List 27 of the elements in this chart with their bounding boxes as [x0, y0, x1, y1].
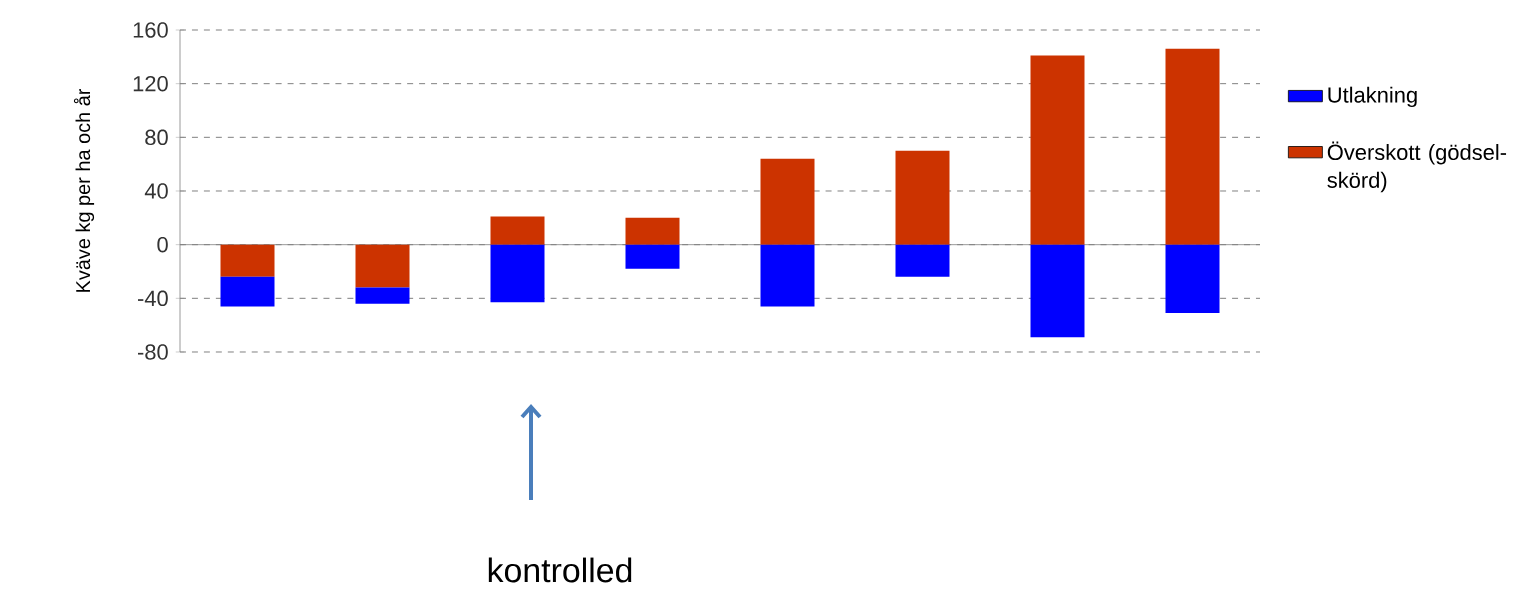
bar [895, 244, 950, 277]
y-axis-title: Kväve kg per ha och år [73, 88, 95, 292]
y-tick-label: -40 [138, 290, 168, 307]
bar [625, 217, 680, 245]
bar [760, 158, 815, 245]
y-tick-label: 0 [157, 236, 168, 253]
text: kontrolled [488, 557, 632, 583]
y-tick-label: 120 [133, 75, 168, 92]
legend-label: Utlakning [1328, 86, 1417, 108]
bar [355, 287, 410, 304]
bar [1165, 48, 1220, 245]
y-tick-label: -80 [138, 344, 168, 360]
y-tick-label: 160 [133, 22, 168, 38]
bar [490, 244, 545, 303]
bar [220, 244, 275, 277]
bar [355, 244, 410, 288]
bar [490, 216, 545, 245]
bar [220, 276, 275, 307]
bar [625, 244, 680, 269]
bar [1030, 55, 1085, 245]
legend-label: Överskott (gödsel-skörd) [1327, 141, 1507, 193]
y-tick-label: 40 [144, 183, 168, 199]
bar [760, 244, 815, 307]
bar [1165, 244, 1220, 314]
y-tick-label: 80 [145, 129, 168, 146]
bar [1030, 244, 1085, 338]
bar [895, 150, 950, 245]
